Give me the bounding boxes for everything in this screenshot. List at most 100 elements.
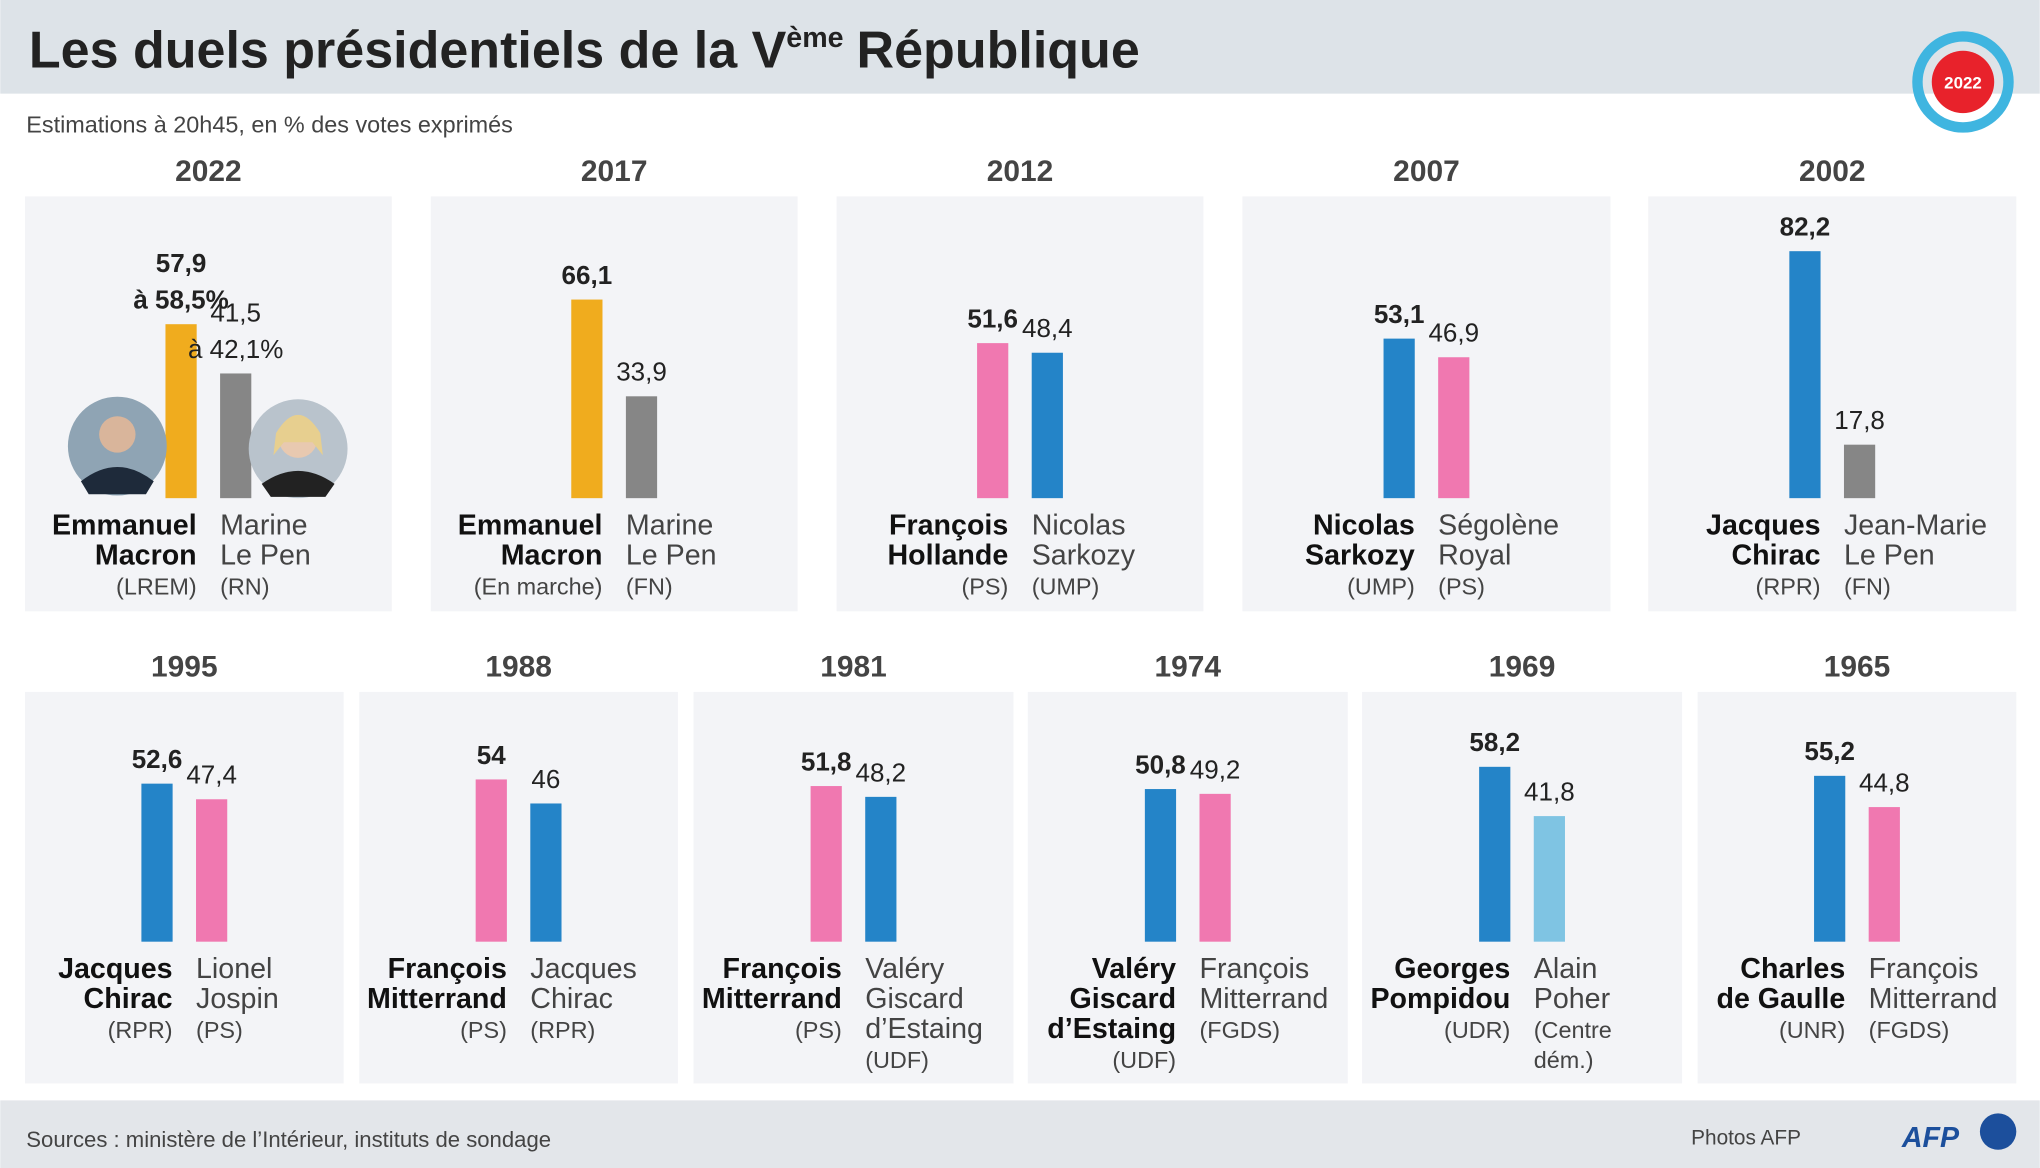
candidate-name: Jean-Marie — [1844, 510, 1987, 542]
panel-background — [430, 196, 798, 612]
panel-background — [359, 691, 678, 1084]
footer-band — [0, 1100, 2040, 1168]
bar — [1843, 444, 1876, 499]
candidate-name: Poher — [1534, 983, 1611, 1015]
value-label: 17,8 — [1834, 405, 1885, 435]
party: (PS) — [961, 573, 1008, 599]
bar — [1479, 766, 1511, 942]
party: (UDF) — [1112, 1047, 1176, 1073]
party: dém.) — [1534, 1047, 1594, 1073]
panel-year: 1974 — [1155, 650, 1222, 683]
bar — [196, 799, 228, 942]
badge-text: 2022 — [1944, 73, 1982, 92]
value-label: à 58,5% — [133, 285, 228, 315]
candidate-name: Macron — [501, 539, 603, 571]
candidate-name: Emmanuel — [458, 510, 603, 542]
value-label: 47,4 — [186, 760, 237, 790]
candidate-name: d’Estaing — [865, 1013, 983, 1045]
bar — [165, 324, 197, 499]
panel-background — [1648, 196, 2017, 612]
candidate-name: Hollande — [887, 539, 1008, 571]
candidate-name: Giscard — [865, 983, 964, 1015]
bar — [1789, 251, 1821, 499]
candidate-name: Macron — [95, 539, 197, 571]
value-label: 82,2 — [1780, 212, 1831, 242]
panel-background — [1697, 691, 2017, 1084]
bar — [1868, 807, 1900, 942]
value-label: 48,2 — [856, 757, 907, 787]
bar — [865, 796, 897, 942]
panel-year: 1969 — [1489, 650, 1556, 683]
bar — [1438, 357, 1470, 499]
candidate-name: Le Pen — [220, 539, 311, 571]
panel-year: 2022 — [175, 155, 242, 188]
value-label: 33,9 — [616, 357, 667, 387]
candidate-name: Mitterrand — [702, 983, 842, 1015]
party: (LREM) — [116, 573, 197, 599]
value-label: 48,4 — [1022, 313, 1073, 343]
value-label: 41,5 — [210, 297, 261, 327]
candidate-name: Chirac — [530, 983, 613, 1015]
title-superscript: ème — [786, 22, 843, 54]
party: (UNR) — [1779, 1017, 1845, 1043]
bar — [141, 783, 173, 942]
panel-year: 1988 — [485, 650, 552, 683]
photo-body — [80, 466, 154, 495]
candidate-name: Valéry — [1092, 953, 1176, 985]
value-label: 49,2 — [1190, 754, 1241, 784]
source: Sources : ministère de l’Intérieur, inst… — [26, 1127, 551, 1152]
value-label: 58,2 — [1469, 727, 1520, 757]
value-label: 53,1 — [1374, 299, 1425, 329]
value-label: 57,9 — [156, 248, 207, 278]
candidate-name: Sarkozy — [1032, 539, 1136, 571]
panel-background — [1027, 691, 1348, 1084]
value-label: 55,2 — [1804, 736, 1855, 766]
panel-background — [1362, 691, 1683, 1084]
bar — [1199, 793, 1231, 942]
photos — [67, 396, 348, 499]
bar — [1383, 338, 1415, 499]
value-label: 54 — [477, 740, 506, 770]
title: Les duels présidentiels de la Vème Républ… — [29, 22, 1140, 80]
panel-year: 2007 — [1393, 155, 1460, 188]
party: (FGDS) — [1199, 1017, 1280, 1043]
candidate-name: François — [1869, 953, 1979, 985]
panel-year: 1995 — [151, 650, 218, 683]
panel-background — [836, 196, 1204, 612]
candidate-name: Mitterrand — [1869, 983, 1998, 1015]
value-label: 41,8 — [1524, 776, 1575, 806]
panel-background — [24, 691, 344, 1084]
candidate-name: Georges — [1394, 953, 1510, 985]
bar — [625, 396, 658, 499]
party: (UMP) — [1032, 573, 1100, 599]
candidate-name: Jospin — [196, 983, 279, 1015]
bar — [1814, 775, 1846, 942]
value-label: 66,1 — [562, 260, 613, 290]
candidate-name: Alain — [1534, 953, 1598, 985]
panel-background — [24, 196, 392, 612]
logo: AFP — [1901, 1122, 1960, 1154]
candidate-name: Pompidou — [1370, 983, 1510, 1015]
value-label: 50,8 — [1135, 749, 1186, 779]
party: (RPR) — [1756, 573, 1821, 599]
party: (FN) — [1844, 573, 1891, 599]
photo-body — [261, 470, 335, 497]
candidate-name: Chirac — [1732, 539, 1821, 571]
candidate-name: d’Estaing — [1047, 1013, 1176, 1045]
candidate-name: Royal — [1438, 539, 1511, 571]
candidate-name: François — [889, 510, 1008, 542]
party: (RPR) — [108, 1017, 173, 1043]
title-text: Les duels présidentiels de la V — [29, 22, 787, 80]
value-label: à 42,1% — [188, 334, 283, 364]
candidate-name: Mitterrand — [367, 983, 507, 1015]
party: (PS) — [795, 1017, 842, 1043]
badge: 2022 — [1912, 31, 2014, 133]
candidate-name: Chirac — [84, 983, 173, 1015]
value-label: 46 — [531, 764, 560, 794]
candidate-name: Jacques — [530, 953, 637, 985]
bar — [1144, 789, 1177, 942]
bar — [1533, 816, 1565, 942]
value-label: 52,6 — [132, 744, 183, 774]
badge-ring — [1912, 31, 2014, 133]
